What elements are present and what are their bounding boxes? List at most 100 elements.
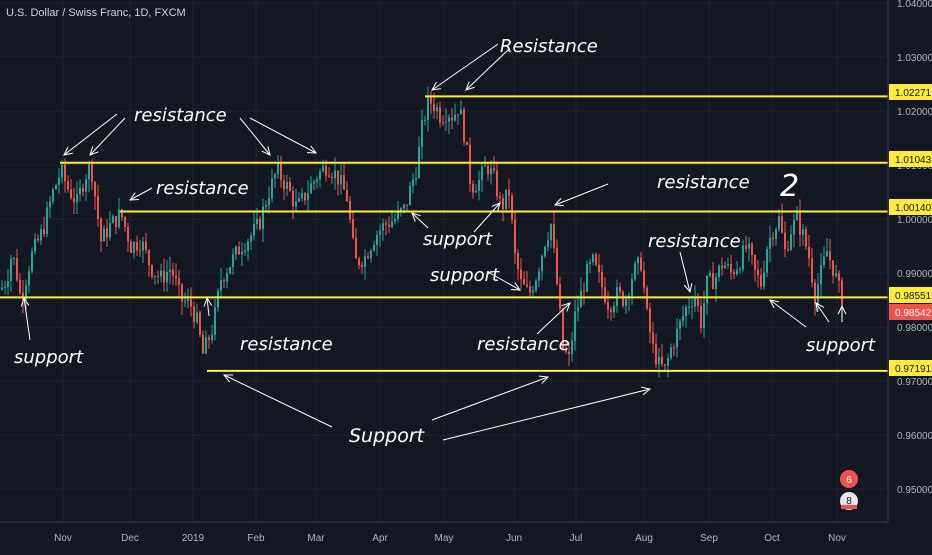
- candle-body: [529, 286, 531, 293]
- candle-body: [109, 223, 111, 238]
- candle-body: [733, 272, 735, 275]
- candle-body: [121, 209, 123, 218]
- candle-body: [763, 272, 765, 287]
- candle-body: [652, 332, 654, 344]
- candle-body: [484, 165, 486, 167]
- candle-body: [355, 237, 357, 259]
- annotation-arrow: [536, 302, 571, 335]
- annotation-resistance-left: resistance: [134, 105, 227, 126]
- annotation-arrow: [473, 202, 501, 233]
- candle-body: [256, 218, 258, 224]
- annotation-arrow: [554, 183, 609, 206]
- candle-body: [682, 316, 684, 321]
- candle-body: [328, 175, 330, 177]
- x-tick-label: 2019: [182, 533, 205, 544]
- x-tick-label: Aug: [635, 533, 653, 544]
- candle-body: [661, 356, 663, 365]
- candle-body: [31, 251, 33, 272]
- candle-body: [439, 107, 441, 123]
- candle-body: [91, 164, 93, 182]
- candle-body: [487, 165, 489, 175]
- candle-body: [163, 270, 165, 283]
- indicator-badges[interactable]: 6 8: [840, 470, 858, 510]
- candle-body: [412, 179, 414, 187]
- annotation-arrowhead: [553, 198, 565, 207]
- candle-body: [772, 237, 774, 240]
- candle-body: [637, 257, 639, 264]
- annotation-arrow: [679, 251, 691, 293]
- candle-body: [535, 280, 537, 291]
- candle-body: [520, 269, 522, 280]
- annotation-arrow: [23, 297, 31, 341]
- candle-body: [580, 290, 582, 308]
- candle-body: [565, 349, 567, 352]
- price-tag-text: 0.98551: [895, 291, 932, 302]
- candle-body: [436, 107, 438, 111]
- candle-body: [124, 217, 126, 227]
- annotation-support-right: support: [806, 335, 876, 356]
- annotation-resistance-jul: resistance: [477, 334, 570, 355]
- last-price-tag: [889, 304, 932, 320]
- candle-body: [760, 275, 762, 287]
- candle-body: [679, 320, 681, 329]
- candle-body: [745, 245, 747, 249]
- candle-body: [244, 250, 246, 253]
- annotation-resistance-aug: resistance: [648, 231, 741, 252]
- time-axis[interactable]: Nov Dec 2019 Feb Mar Apr May Jun Jul Aug Sep Oct Nov: [54, 533, 846, 544]
- annotation-arrowhead: [128, 192, 140, 201]
- candle-body: [379, 230, 381, 235]
- candle-body: [676, 328, 678, 348]
- annotation-arrow: [815, 302, 830, 323]
- candle-body: [187, 299, 189, 302]
- candle-body: [790, 234, 792, 250]
- x-tick-label: Apr: [372, 533, 388, 544]
- annotation-arrowhead: [491, 202, 501, 212]
- candle-body: [307, 193, 309, 201]
- candle-body: [160, 270, 162, 277]
- candle-body: [559, 283, 561, 309]
- candle-body: [271, 178, 273, 199]
- candle-body: [469, 144, 471, 184]
- candle-body: [358, 258, 360, 265]
- candle-body: [367, 256, 369, 259]
- candle-body: [517, 253, 519, 270]
- candle-body: [685, 306, 687, 317]
- candle-body: [4, 286, 6, 288]
- candle-body: [571, 340, 573, 355]
- candle-body: [550, 224, 552, 241]
- x-tick-label: Dec: [121, 533, 139, 544]
- level-price-tag: [889, 199, 932, 215]
- candle-body: [52, 189, 54, 202]
- candle-body: [325, 166, 327, 176]
- candle-body: [409, 186, 411, 206]
- candle-body: [55, 184, 57, 190]
- candle-body: [61, 164, 63, 178]
- x-tick-label: Mar: [307, 533, 325, 544]
- candle-body: [172, 269, 174, 276]
- candle-body: [193, 306, 195, 323]
- annotation-arrowhead: [538, 375, 550, 384]
- candle-body: [709, 272, 711, 276]
- x-tick-label: Oct: [764, 533, 780, 544]
- annotation-arrowhead: [510, 282, 522, 291]
- horizontal-levels[interactable]: [0, 95, 888, 372]
- candle-body: [268, 198, 270, 206]
- y-tick-label: 0.97000: [897, 377, 932, 388]
- price-tag-text: 1.00140: [895, 203, 932, 214]
- candle-body: [181, 284, 183, 302]
- candle-body: [400, 208, 402, 211]
- event-badge-red[interactable]: [840, 470, 858, 488]
- annotation-arrowhead: [465, 81, 475, 91]
- annotation-arrow: [63, 113, 118, 156]
- candle-body: [757, 269, 759, 276]
- candle-body: [463, 109, 465, 142]
- candle-body: [226, 273, 228, 282]
- candle-body: [112, 216, 114, 224]
- candle-body: [94, 181, 96, 197]
- annotation-arrowhead: [641, 386, 652, 396]
- candle-body: [691, 306, 693, 308]
- candle-body: [118, 209, 120, 227]
- candle-body: [388, 224, 390, 227]
